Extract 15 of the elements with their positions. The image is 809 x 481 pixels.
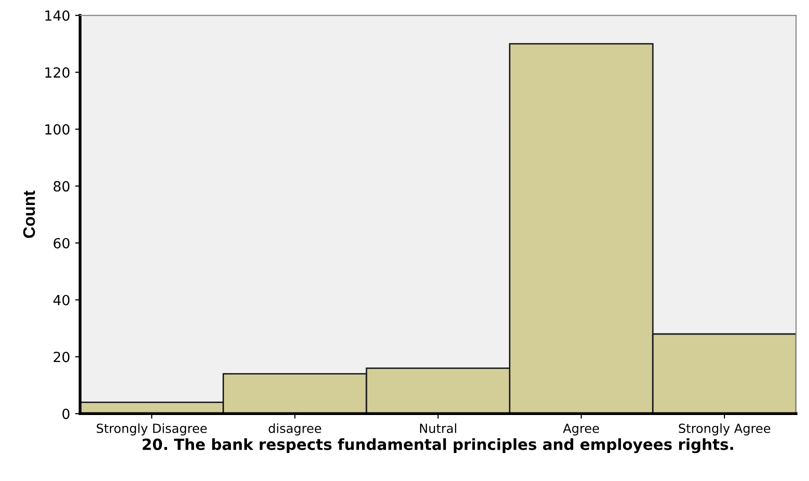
x-tick-label: Strongly Disagree (96, 423, 207, 436)
y-tick-label: 120 (45, 67, 70, 78)
y-tick-label: 40 (53, 294, 70, 306)
y-tick-label: 60 (54, 238, 70, 248)
y-tick-label: 0 (62, 408, 70, 420)
x-tick-label: Nutral (420, 423, 456, 434)
y-tick-label: 140 (45, 10, 70, 21)
y-tick-label: 80 (54, 181, 70, 192)
y-tick-label: 20 (54, 352, 70, 362)
x-tick-label: disagree (268, 423, 322, 436)
x-tick-label: Strongly Agree (678, 423, 770, 436)
y-axis-title: Count (23, 190, 36, 238)
x-tick-label: Agree (563, 424, 599, 436)
x-axis-title: 20. The bank respects fundamental principles and employees rights. (142, 438, 734, 454)
y-tick-label: 100 (45, 124, 70, 135)
